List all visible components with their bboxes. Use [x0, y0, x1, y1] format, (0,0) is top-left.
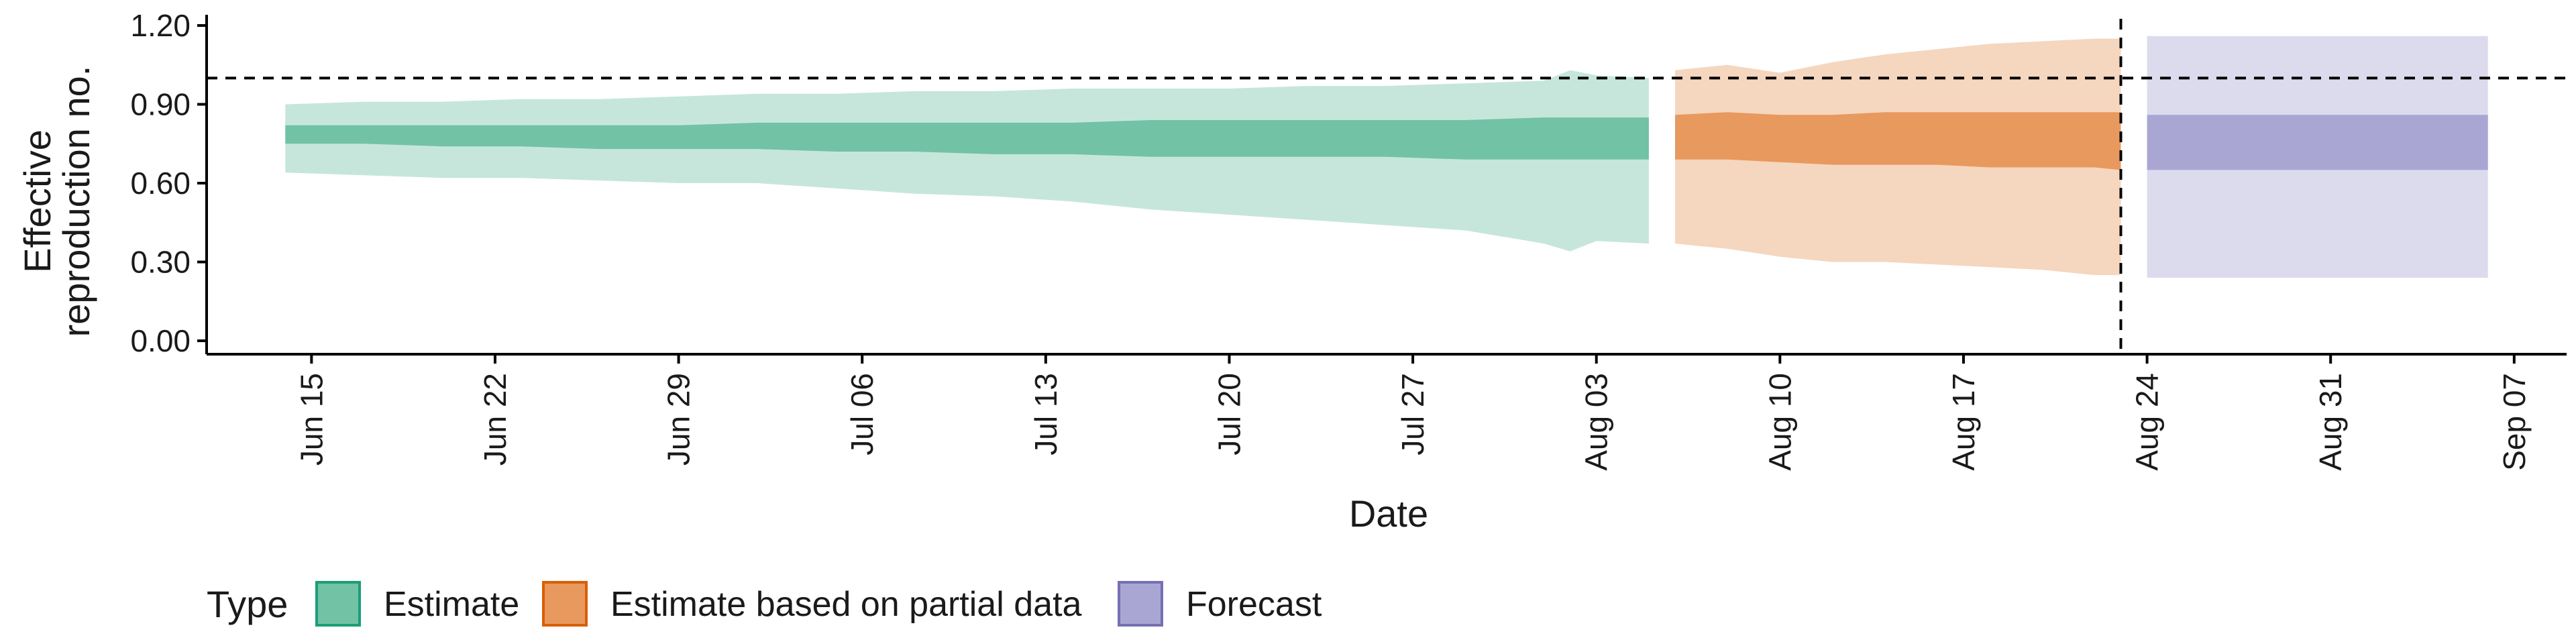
legend-label-estimate: Estimate: [384, 585, 519, 624]
y-axis-title-line-1: Effective: [16, 129, 58, 273]
estimate-outer-band: [285, 70, 1649, 252]
forecast-inner-band: [2147, 115, 2488, 170]
y-tick-label: 0.60: [130, 166, 191, 201]
x-tick-label: Jun 22: [478, 373, 513, 466]
x-tick-label: Aug 24: [2130, 373, 2165, 471]
estimate-inner-band: [285, 117, 1649, 160]
axis-titles: Date Effective reproduction no.: [16, 66, 1428, 535]
x-axis-title: Date: [1349, 492, 1428, 535]
legend-label-estimate-based-on-partial-data: Estimate based on partial data: [610, 585, 1082, 624]
x-tick-label: Jul 20: [1212, 373, 1247, 455]
x-tick-label: Jun 29: [661, 373, 696, 466]
y-tick-label: 0.30: [130, 245, 191, 280]
estimate-based-on-partial-data-inner-band: [1675, 112, 2121, 170]
x-tick-label: Jul 27: [1395, 373, 1430, 455]
x-tick-label: Sep 07: [2497, 373, 2532, 471]
legend-swatch-estimate-based-on-partial-data: [542, 581, 588, 627]
legend-swatch-estimate: [315, 581, 361, 627]
y-tick-label: 0.90: [130, 87, 191, 122]
reference-lines: [207, 19, 2567, 357]
band-layer: [285, 36, 2488, 278]
x-tick-label: Aug 31: [2313, 373, 2348, 471]
legend: Type Estimate Estimate based on partial d…: [207, 581, 1322, 627]
y-tick-label: 0.00: [130, 323, 191, 358]
x-tick-label: Jun 15: [294, 373, 329, 466]
x-tick-label: Aug 17: [1946, 373, 1981, 471]
y-tick-label: 1.20: [130, 8, 191, 43]
x-tick-label: Aug 10: [1762, 373, 1797, 471]
axes: 0.00 0.30 0.60 0.90 1.20 Jun 15 Jun 22 Jun 29 Ju…: [130, 8, 2567, 471]
x-tick-label: Jul 13: [1028, 373, 1063, 455]
legend-label-forecast: Forecast: [1186, 585, 1322, 624]
legend-swatch-forecast: [1118, 581, 1163, 627]
legend-title: Type: [207, 583, 288, 625]
y-axis-title-line-2: reproduction no.: [55, 66, 97, 337]
x-tick-label: Jul 06: [845, 373, 879, 455]
x-tick-label: Aug 03: [1579, 373, 1614, 471]
